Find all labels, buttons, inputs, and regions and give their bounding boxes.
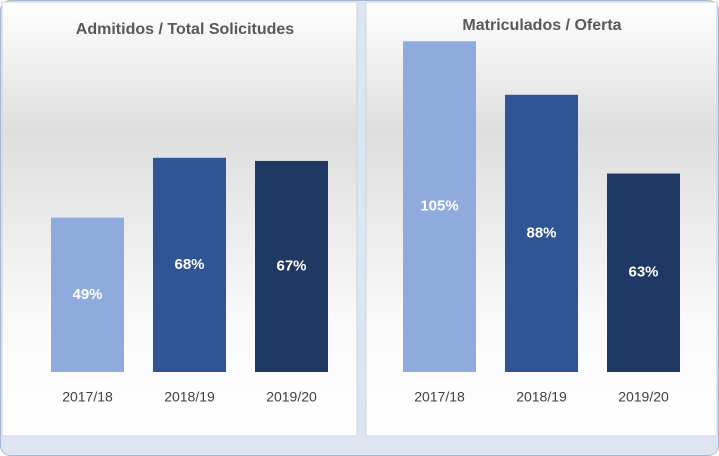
x-tick-label: 2017/18 bbox=[62, 389, 113, 405]
bar bbox=[51, 217, 124, 372]
chart-title: Admitidos / Total Solicitudes bbox=[76, 21, 294, 38]
data-label: 63% bbox=[628, 264, 658, 281]
data-label: 105% bbox=[420, 198, 458, 215]
x-tick-label: 2017/18 bbox=[414, 389, 465, 405]
x-tick-label: 2018/19 bbox=[164, 389, 215, 405]
bar bbox=[505, 94, 578, 373]
x-tick-label: 2018/19 bbox=[516, 389, 567, 405]
data-label: 49% bbox=[72, 286, 102, 303]
bar bbox=[403, 41, 476, 372]
bar bbox=[153, 157, 226, 372]
x-tick-label: 2019/20 bbox=[618, 389, 669, 405]
chart-title: Matriculados / Oferta bbox=[462, 17, 621, 34]
x-tick-label: 2019/20 bbox=[266, 389, 317, 405]
bar bbox=[607, 173, 680, 372]
data-label: 88% bbox=[526, 224, 556, 241]
data-label: 67% bbox=[276, 257, 306, 274]
bar bbox=[255, 160, 328, 372]
data-label: 68% bbox=[174, 256, 204, 273]
